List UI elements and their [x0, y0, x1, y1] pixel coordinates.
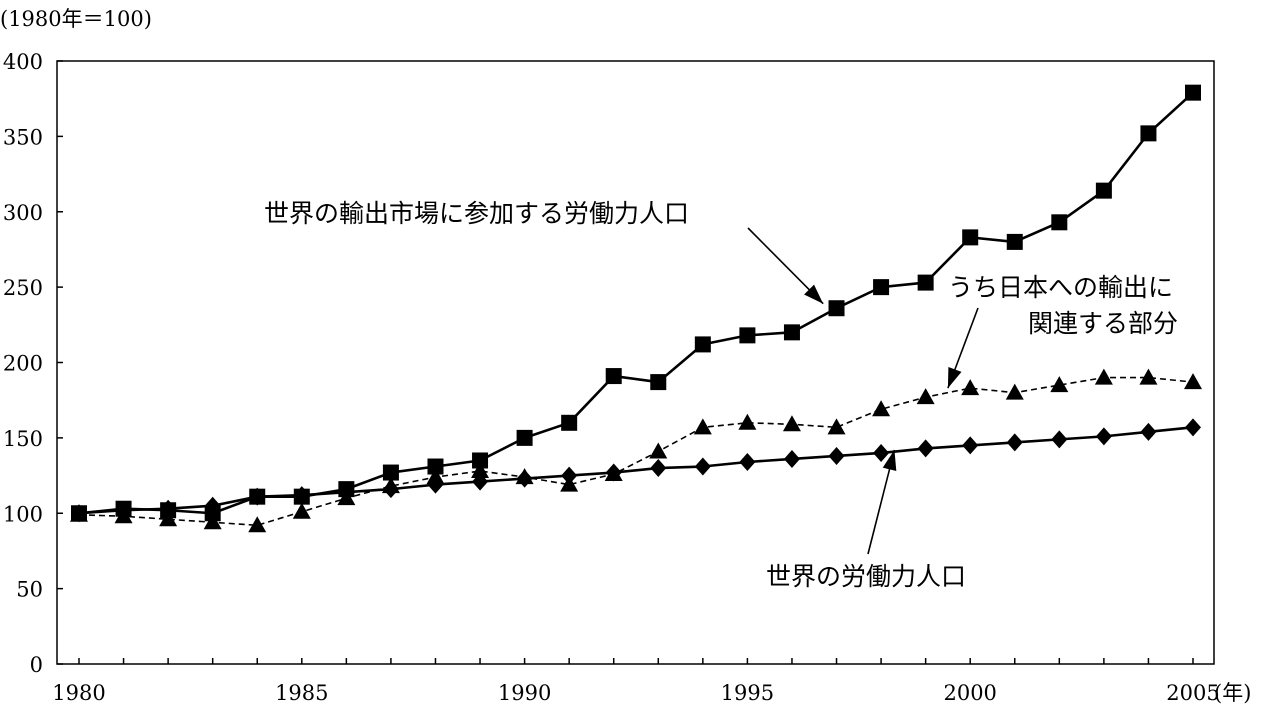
data-point — [783, 449, 800, 468]
annotation-arrow-head — [882, 449, 897, 472]
data-point — [694, 457, 711, 476]
series-triangle — [70, 368, 1202, 533]
series-square — [71, 84, 1201, 522]
data-point — [471, 462, 490, 479]
axes: 0 50 100 150 200 250 300 350 400 1980 1985 1990 1995… — [3, 50, 1220, 705]
data-point — [248, 516, 267, 533]
y-tick-label: 0 — [30, 653, 43, 677]
data-point — [873, 279, 890, 296]
data-point — [1051, 214, 1068, 231]
annotation-arrow-head — [947, 366, 962, 389]
y-tick-label: 200 — [3, 352, 43, 376]
y-tick-label: 400 — [3, 50, 43, 74]
data-point — [1185, 418, 1201, 437]
x-tick-label: 1985 — [275, 681, 328, 705]
data-point — [649, 442, 668, 459]
data-point — [917, 439, 934, 458]
data-point — [1095, 182, 1112, 199]
data-point — [1005, 383, 1024, 400]
data-point — [1139, 368, 1158, 385]
annotation-arrow-head — [804, 284, 824, 304]
data-point — [472, 472, 489, 491]
data-point — [203, 513, 222, 530]
data-point — [693, 418, 712, 435]
x-tick-label: 1995 — [721, 681, 774, 705]
data-point — [561, 466, 578, 485]
annotation-label: 世界の輸出市場に参加する労働力人口 — [264, 199, 689, 228]
data-point — [782, 415, 801, 432]
data-point — [561, 414, 578, 431]
data-point — [249, 487, 266, 506]
data-point — [1184, 373, 1202, 390]
data-point — [650, 459, 667, 478]
data-point — [1140, 422, 1157, 441]
data-point — [472, 452, 489, 469]
data-point — [828, 446, 845, 465]
y-axis-unit-label: (1980年＝100) — [0, 7, 152, 31]
series-line — [78, 91, 1194, 515]
data-point — [382, 480, 399, 499]
data-point — [71, 504, 87, 523]
x-tick-label: 2000 — [943, 681, 996, 705]
data-point — [1051, 430, 1068, 449]
data-point — [1094, 368, 1113, 385]
data-point — [338, 483, 355, 502]
data-point — [1006, 433, 1023, 452]
data-point — [160, 499, 177, 518]
series-line — [78, 376, 1194, 527]
data-point — [827, 418, 846, 435]
data-point — [961, 379, 980, 396]
data-point — [962, 229, 979, 246]
data-point — [1140, 125, 1157, 142]
data-point — [516, 429, 533, 446]
data-point — [382, 464, 399, 481]
data-point — [1185, 84, 1201, 101]
data-point — [292, 502, 311, 519]
annotation-label: 世界の労働力人口 — [766, 562, 966, 591]
x-axis-unit-label: (年) — [1214, 681, 1251, 705]
data-point — [783, 324, 800, 341]
data-point — [605, 463, 622, 482]
data-point — [605, 368, 622, 385]
data-point — [694, 336, 711, 353]
data-point — [1006, 233, 1023, 250]
data-point — [873, 443, 890, 462]
series-layer — [70, 84, 1202, 533]
y-tick-label: 150 — [3, 427, 43, 451]
data-point — [916, 388, 935, 405]
data-point — [650, 374, 667, 391]
data-point — [1095, 427, 1112, 446]
y-tick-label: 300 — [3, 201, 43, 225]
y-tick-label: 350 — [3, 125, 43, 149]
y-tick-label: 250 — [3, 276, 43, 300]
data-point — [159, 510, 178, 527]
data-point — [962, 436, 979, 455]
data-point — [115, 501, 132, 520]
data-point — [917, 274, 934, 291]
data-point — [739, 327, 756, 344]
y-tick-label: 50 — [16, 578, 43, 602]
data-point — [293, 486, 310, 505]
data-point — [427, 458, 444, 475]
y-tick-label: 100 — [3, 502, 43, 526]
data-point — [1050, 376, 1069, 393]
data-point — [204, 496, 221, 515]
series-diamond — [71, 418, 1201, 523]
annotation-label: 関連する部分 — [1028, 309, 1178, 338]
data-point — [738, 413, 757, 430]
data-point — [516, 469, 533, 488]
data-point — [427, 475, 444, 494]
data-point — [828, 300, 845, 317]
x-tick-label: 1980 — [52, 681, 105, 705]
x-tick-label: 1990 — [498, 681, 551, 705]
data-point — [872, 400, 891, 417]
data-point — [739, 452, 756, 471]
annotation-label: うち日本への輸出に — [948, 273, 1173, 302]
x-tick-label: 2005 — [1166, 681, 1219, 705]
plot-frame — [56, 60, 1215, 665]
